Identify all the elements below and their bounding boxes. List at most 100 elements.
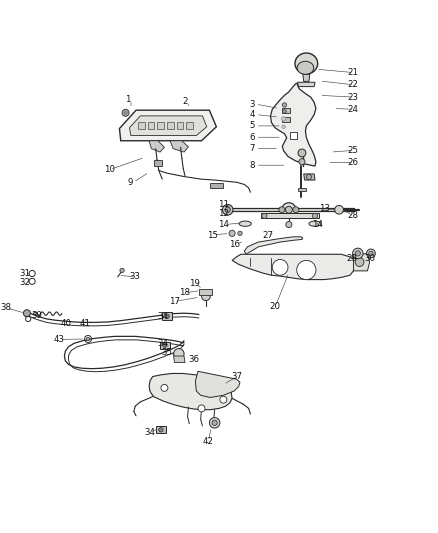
Circle shape	[198, 405, 205, 412]
Polygon shape	[304, 174, 315, 180]
Text: 14: 14	[218, 220, 229, 229]
Circle shape	[86, 337, 90, 341]
Polygon shape	[297, 82, 315, 87]
Circle shape	[286, 222, 292, 228]
Circle shape	[122, 109, 129, 116]
Circle shape	[312, 213, 318, 219]
Circle shape	[282, 125, 286, 128]
Text: 30: 30	[364, 254, 375, 263]
Polygon shape	[130, 116, 207, 135]
Text: 34: 34	[157, 312, 168, 321]
Polygon shape	[261, 213, 318, 219]
Polygon shape	[297, 188, 306, 191]
Circle shape	[355, 251, 360, 256]
Circle shape	[209, 417, 220, 428]
Text: 34: 34	[144, 428, 155, 437]
Text: 22: 22	[348, 80, 359, 90]
Circle shape	[229, 230, 235, 236]
Circle shape	[162, 343, 167, 348]
Polygon shape	[173, 356, 185, 362]
Circle shape	[201, 292, 210, 301]
Text: 4: 4	[250, 110, 255, 119]
Polygon shape	[159, 342, 170, 349]
Text: 6: 6	[250, 133, 255, 142]
Polygon shape	[303, 75, 310, 82]
Text: 29: 29	[346, 254, 357, 263]
Polygon shape	[170, 141, 188, 152]
Circle shape	[173, 349, 184, 359]
Text: 39: 39	[31, 311, 42, 320]
Circle shape	[282, 203, 296, 217]
Circle shape	[299, 159, 305, 165]
Polygon shape	[120, 110, 216, 141]
Polygon shape	[244, 237, 303, 254]
Text: 2: 2	[182, 97, 187, 106]
Text: 18: 18	[179, 288, 190, 297]
Text: 26: 26	[348, 158, 359, 167]
Text: 27: 27	[263, 231, 274, 240]
Text: 19: 19	[189, 279, 200, 288]
Circle shape	[225, 207, 230, 212]
Circle shape	[293, 207, 299, 213]
Circle shape	[212, 420, 217, 425]
Circle shape	[238, 231, 242, 236]
Circle shape	[165, 314, 169, 318]
Text: 40: 40	[60, 319, 71, 328]
Text: 5: 5	[250, 122, 255, 131]
Polygon shape	[199, 289, 212, 295]
Text: 11: 11	[218, 200, 229, 209]
Polygon shape	[210, 183, 223, 188]
Circle shape	[286, 206, 292, 213]
Text: 15: 15	[207, 231, 218, 239]
Circle shape	[282, 117, 286, 121]
Text: 25: 25	[348, 146, 359, 155]
Text: 43: 43	[54, 335, 65, 344]
Text: 35: 35	[161, 349, 173, 358]
Circle shape	[161, 384, 168, 391]
Bar	[283, 108, 290, 113]
Polygon shape	[232, 254, 357, 280]
Text: 14: 14	[311, 220, 322, 229]
Circle shape	[120, 268, 124, 272]
Text: 38: 38	[1, 303, 12, 312]
Text: 28: 28	[348, 212, 359, 220]
Text: 37: 37	[231, 372, 242, 381]
Circle shape	[353, 248, 363, 259]
Bar	[138, 122, 145, 130]
Ellipse shape	[295, 53, 318, 74]
Text: 13: 13	[318, 204, 329, 213]
Text: 20: 20	[269, 302, 280, 311]
Text: 36: 36	[188, 354, 199, 364]
Text: 34: 34	[157, 339, 168, 348]
Text: 9: 9	[127, 177, 133, 187]
Circle shape	[306, 174, 311, 180]
Circle shape	[159, 427, 163, 432]
Circle shape	[223, 205, 233, 215]
Ellipse shape	[239, 221, 251, 227]
Ellipse shape	[297, 61, 314, 75]
Polygon shape	[149, 374, 232, 410]
Text: 7: 7	[250, 144, 255, 153]
Bar	[167, 122, 173, 130]
Polygon shape	[149, 141, 164, 152]
Polygon shape	[290, 132, 297, 139]
Circle shape	[298, 149, 306, 157]
Polygon shape	[195, 372, 240, 398]
Circle shape	[220, 396, 227, 403]
Text: 31: 31	[19, 269, 30, 278]
Circle shape	[283, 103, 287, 107]
Text: 12: 12	[218, 209, 229, 218]
Bar	[157, 122, 164, 130]
Text: 42: 42	[202, 437, 213, 446]
Bar	[148, 122, 154, 130]
Polygon shape	[162, 312, 172, 320]
Polygon shape	[153, 159, 162, 166]
Text: 17: 17	[169, 297, 180, 306]
Circle shape	[367, 249, 375, 258]
Circle shape	[262, 213, 267, 219]
Text: 16: 16	[230, 240, 240, 249]
Text: 8: 8	[250, 161, 255, 169]
Text: 1: 1	[125, 95, 131, 104]
Text: 23: 23	[348, 93, 359, 102]
Text: 21: 21	[348, 68, 359, 77]
